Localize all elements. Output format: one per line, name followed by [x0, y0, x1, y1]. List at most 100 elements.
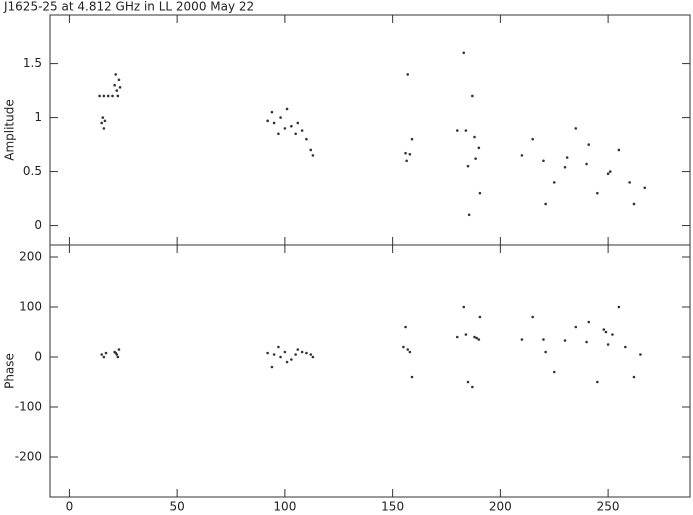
point: [283, 350, 287, 354]
point: [520, 154, 524, 157]
point: [410, 137, 414, 141]
x-tick-label: 150: [381, 500, 404, 512]
point: [467, 213, 471, 217]
point: [471, 385, 474, 389]
point: [272, 121, 276, 125]
point: [471, 94, 474, 98]
point: [464, 129, 468, 132]
point: [462, 305, 466, 309]
point: [611, 333, 614, 336]
point: [113, 83, 116, 87]
point: [283, 127, 287, 130]
point: [455, 335, 459, 339]
point: [520, 338, 524, 341]
chart-title: J1625-25 at 4.812 GHz in LL 2000 May 22: [3, 0, 254, 14]
y-tick-label: 0.5: [23, 164, 42, 178]
point: [473, 135, 476, 139]
point: [300, 129, 304, 132]
point: [604, 330, 608, 334]
point: [639, 353, 642, 356]
point: [102, 94, 106, 98]
point: [305, 351, 308, 355]
point: [477, 146, 481, 150]
x-tick-label: 200: [489, 500, 512, 512]
point: [563, 165, 567, 169]
point: [606, 343, 610, 346]
point: [617, 305, 621, 309]
plot-frame: [49, 244, 691, 498]
point: [406, 73, 410, 76]
point: [477, 338, 481, 341]
point: [114, 351, 118, 355]
y-axis-label: Phase: [3, 353, 17, 389]
point: [106, 94, 110, 98]
x-tick-label: 0: [66, 500, 74, 512]
point: [115, 89, 119, 92]
y-axis-label: Amplitude: [3, 99, 17, 161]
point: [309, 353, 313, 356]
point: [285, 107, 289, 111]
point: [563, 339, 567, 342]
point: [296, 121, 300, 125]
point: [596, 191, 599, 195]
point: [402, 345, 405, 349]
point: [102, 355, 106, 359]
point: [464, 333, 468, 336]
x-tick-label: 50: [169, 500, 184, 512]
y-tick-label: -200: [15, 450, 42, 464]
point: [632, 375, 636, 379]
point: [478, 191, 482, 195]
point: [279, 116, 282, 119]
point: [531, 137, 534, 141]
point: [404, 151, 407, 155]
point: [270, 365, 274, 369]
point: [475, 336, 478, 340]
point: [114, 73, 118, 76]
point: [103, 119, 107, 123]
point: [455, 129, 459, 132]
point: [587, 143, 591, 146]
point: [100, 353, 104, 356]
point: [311, 154, 315, 157]
point: [405, 159, 408, 163]
point: [296, 348, 300, 351]
point: [101, 116, 105, 119]
point: [632, 202, 636, 206]
point: [111, 94, 114, 98]
y-tick-label: 200: [19, 250, 42, 264]
point: [410, 375, 414, 379]
point: [478, 315, 482, 319]
point: [606, 172, 610, 176]
point: [544, 202, 547, 206]
point: [474, 157, 477, 160]
point: [309, 148, 313, 152]
point: [305, 137, 308, 141]
point: [466, 380, 470, 384]
point: [585, 162, 588, 166]
point: [290, 358, 293, 361]
point: [565, 156, 569, 159]
y-tick-label: 0: [34, 350, 42, 364]
y-tick-label: 0: [34, 218, 42, 232]
point: [408, 350, 412, 354]
point: [300, 350, 304, 354]
point: [462, 51, 466, 55]
point: [104, 351, 108, 355]
point: [270, 110, 274, 114]
point: [542, 338, 545, 341]
point: [587, 320, 591, 324]
point: [272, 353, 276, 356]
point: [290, 124, 293, 128]
point: [585, 340, 588, 344]
point: [552, 181, 556, 184]
y-tick-label: -100: [15, 400, 42, 414]
x-tick-label: 100: [273, 500, 296, 512]
point: [531, 315, 534, 319]
point: [602, 328, 606, 331]
point: [574, 127, 578, 130]
point: [596, 380, 599, 384]
point: [117, 348, 121, 351]
point: [117, 78, 121, 82]
plot-frame: [49, 14, 691, 246]
point: [624, 345, 627, 349]
